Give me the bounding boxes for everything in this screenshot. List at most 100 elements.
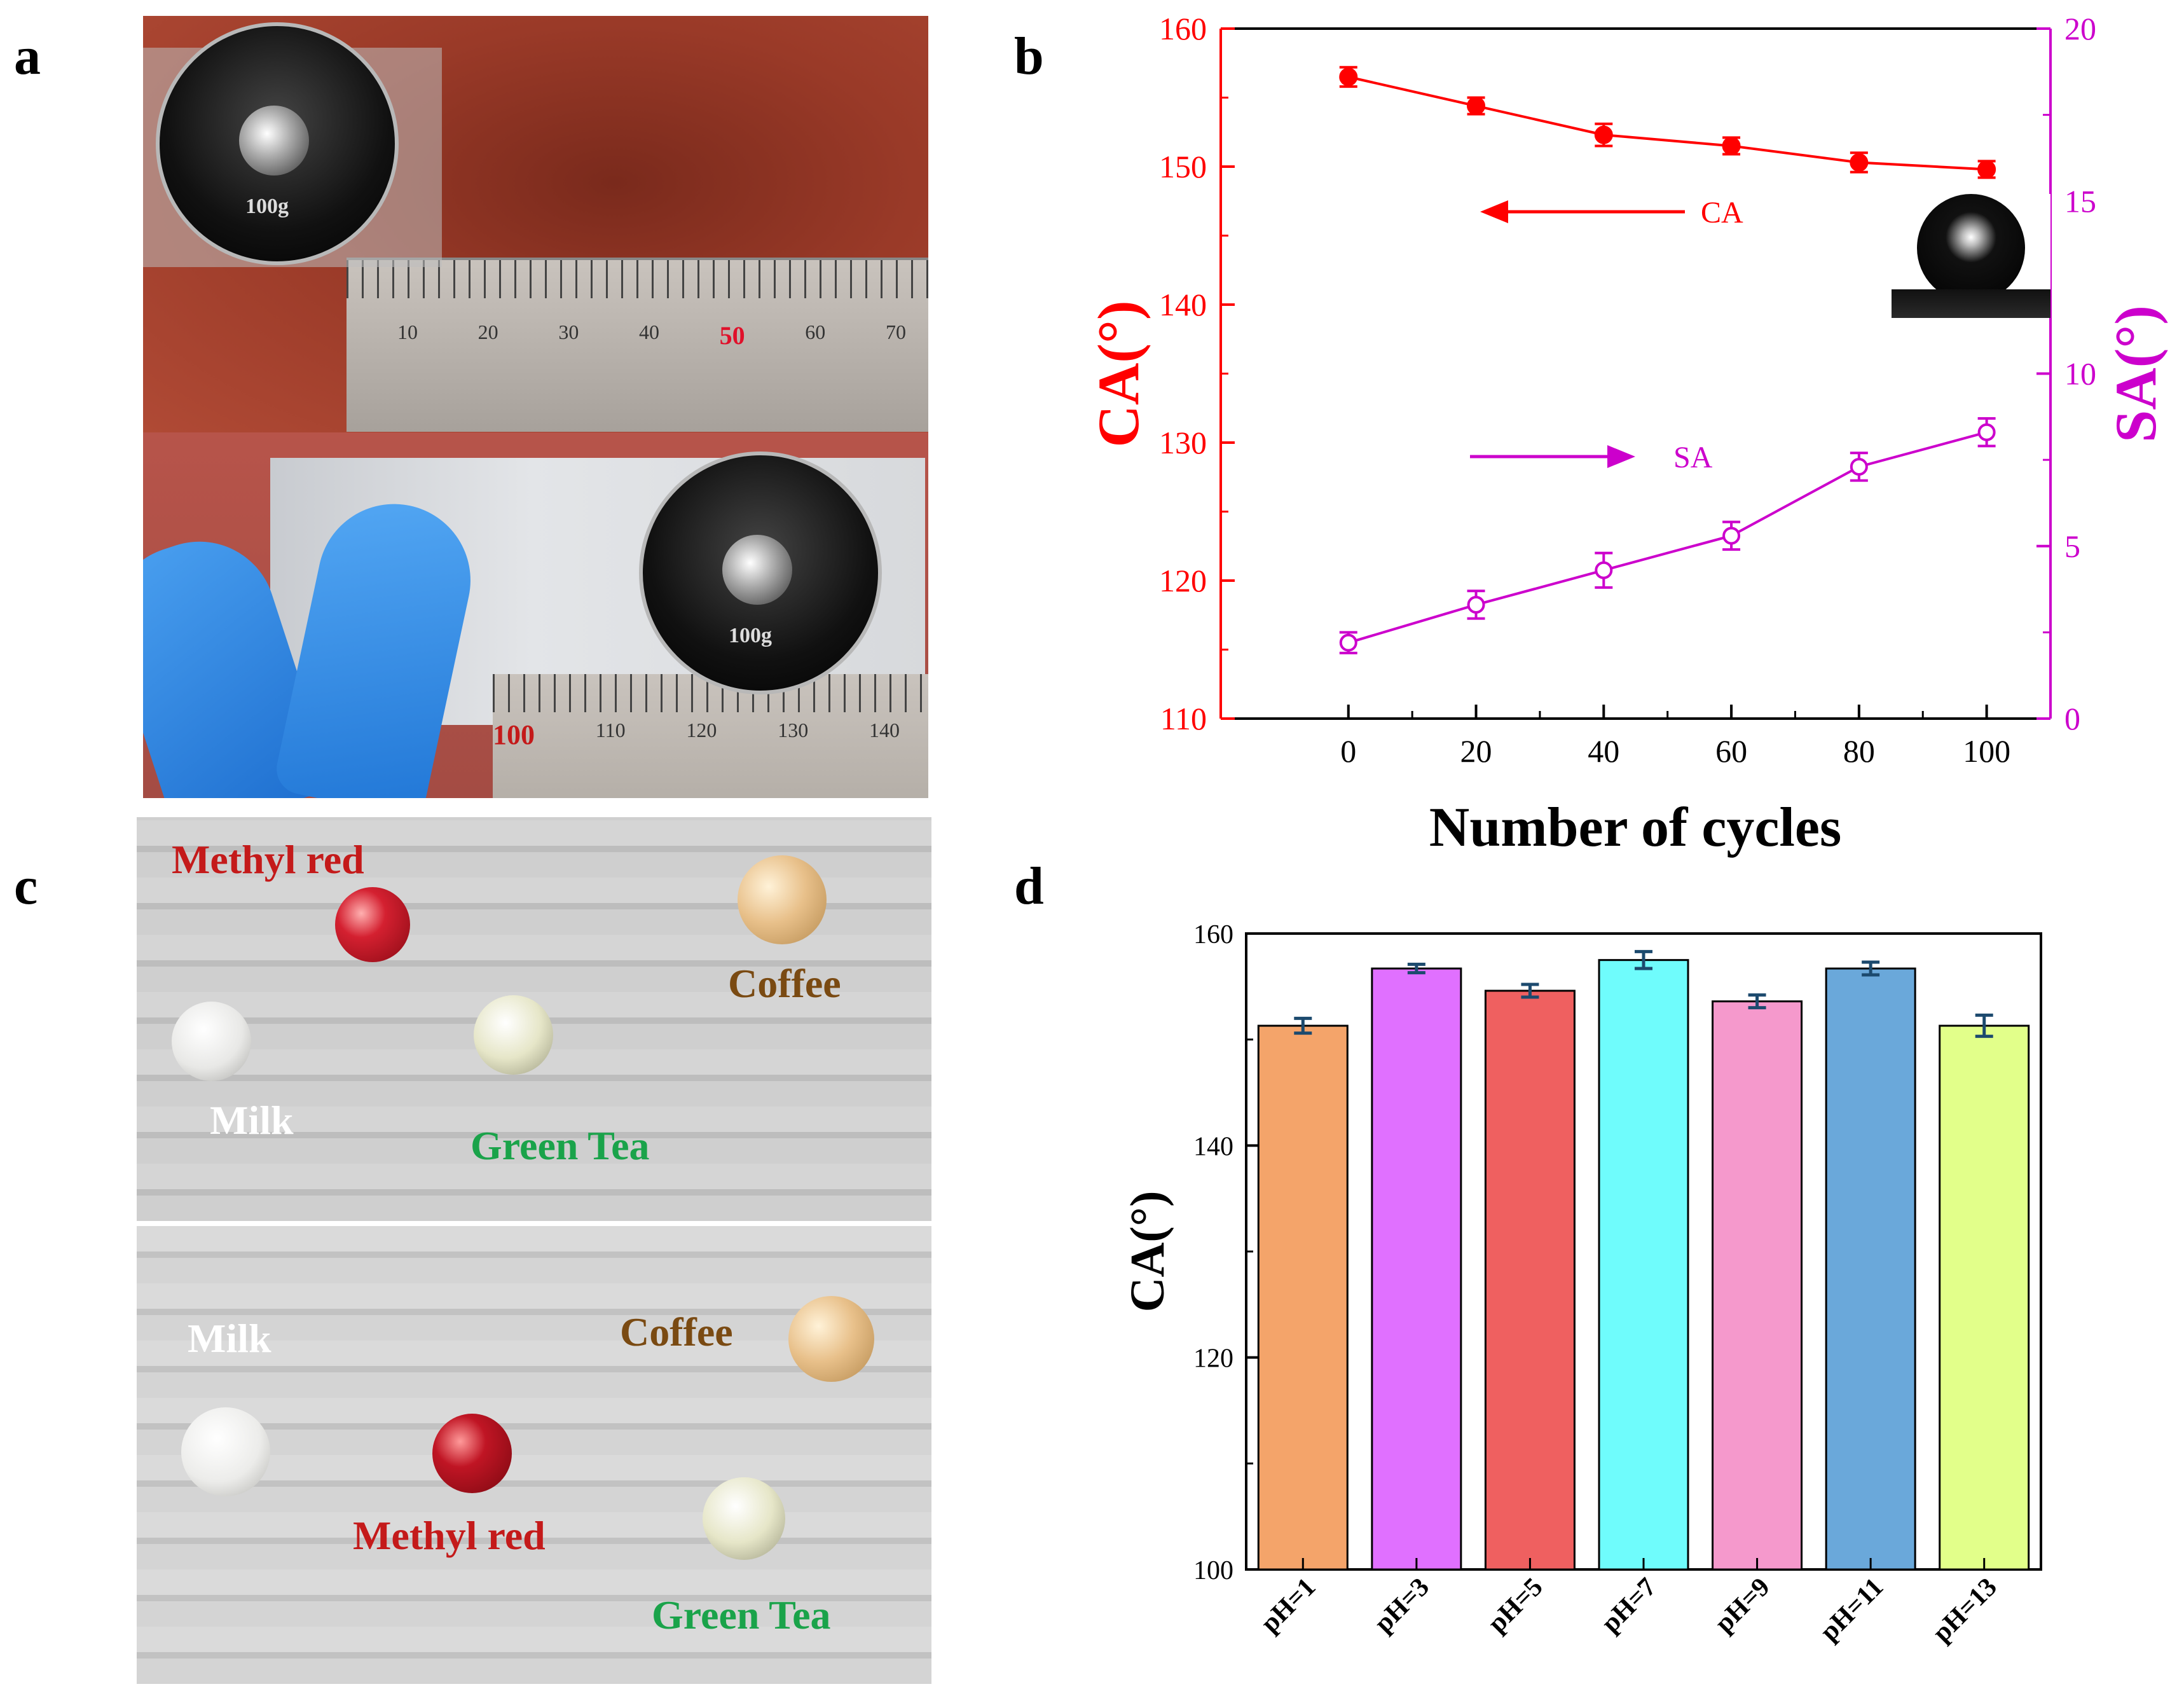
ruler-tick-highlight: 50 [719,321,745,350]
chart-b-ca-annotation: CA [1701,196,1743,230]
chart-b-ylabel-right: SA(°) [2103,305,2168,443]
chart-d-x-tick-label: pH=9 [1710,1573,1776,1639]
chart-d-x-tick-label: pH=5 [1483,1573,1549,1639]
chart-d-x-tick-label: pH=11 [1815,1573,1889,1647]
chart-d-bar [1825,967,1916,1571]
weight-bottom: 100g [639,452,882,694]
chart-d-y-tick-label: 100 [1193,1556,1233,1585]
ruler-tick: 140 [869,719,900,741]
ruler-top-labels: 10 20 30 40 50 60 70 [397,321,906,359]
label-methyl-red-top: Methyl red [172,837,364,882]
chart-d-bar [1939,1024,2030,1571]
ruler-tick: 130 [778,719,809,741]
ruler-tick-highlight: 100 [493,719,535,750]
droplet-green-tea-top [474,995,553,1075]
chart-b-left-tick-label: 160 [1159,11,1207,46]
ruler-tick: 30 [558,321,579,343]
chart-b-x-tick-label: 0 [1340,733,1356,769]
chart-b-point-ca [1722,136,1741,155]
chart-d-plot: 100 120 140 160 CA(°) pH=1 pH=3 pH=5 pH=7 pH=9 pH=… [1121,920,2042,1648]
droplet-methyl-red-top [335,887,410,962]
chart-b-left-tick-label: 150 [1159,149,1207,184]
chart-b-right-tick-label: 20 [2064,11,2096,46]
chart-b-point-ca [1594,125,1613,144]
chart-d-bar [1598,959,1689,1571]
chart-b-right-tick-label: 10 [2064,356,2096,392]
chart-b-point-sa [1595,561,1613,579]
photo-c-top: Methyl red Coffee Milk Green Tea [137,817,931,1221]
label-milk-top: Milk [210,1098,294,1143]
chart-b-ylabel-left: CA(°) [1086,301,1151,448]
ruler-tick: 60 [805,321,826,343]
ruler-tick: 40 [638,321,659,343]
label-green-tea-bottom: Green Tea [652,1592,831,1638]
label-milk-bottom: Milk [188,1316,271,1361]
chart-b-point-sa [1850,457,1868,476]
chart-b-ca-arrowhead [1480,200,1508,223]
ruler-bottom-labels: 100 110 120 130 140 [493,719,900,751]
chart-d-y-tick-label: 140 [1193,1132,1233,1161]
panel-letter-a: a [14,27,41,86]
ruler-top: 10 20 30 40 50 60 70 [347,258,928,432]
photo-a-top: 10 20 30 40 50 60 70 100g [143,16,928,432]
droplet-methyl-red-bottom [432,1414,512,1493]
weight-label-bottom: 100g [729,624,772,647]
chart-b-left-tick-label: 120 [1159,563,1207,598]
chart-b-series-line-ca [1348,75,1987,171]
chart-d-y-tick-label: 160 [1193,920,1233,949]
chart-d-x-tick-label: pH=1 [1255,1573,1321,1639]
label-coffee-bottom: Coffee [620,1309,733,1355]
panel-letter-b: b [1014,27,1044,86]
chart-d-ylabel: CA(°) [1121,1191,1174,1313]
chart-b-left-tick-label: 140 [1159,287,1207,322]
label-coffee-top: Coffee [728,961,841,1006]
chart-d-bar [1257,1024,1349,1571]
chart-b-point-ca [1977,160,1996,179]
panel-letter-c: c [14,857,38,916]
chart-b-sa-arrowhead [1607,445,1635,468]
chart-b-point-sa [1467,595,1485,614]
chart-b-x-tick-label: 60 [1715,733,1747,769]
photo-a-bottom: 100 110 120 130 140 100g [143,432,928,798]
ruler-tick: 70 [885,321,906,343]
chart-b-x-tick-label: 80 [1843,733,1875,769]
chart-b-point-ca [1850,153,1869,172]
weight-knob-top [239,106,309,176]
inset-substrate [1892,289,2050,318]
ruler-tick: 10 [397,321,418,343]
chart-b-series-line-sa [1348,431,1988,644]
chart-b-x-tick-label: 40 [1588,733,1619,769]
chart-b-xlabel: Number of cycles [1429,797,1841,858]
ruler-tick: 110 [595,719,626,741]
chart-b-right-tick-label: 15 [2064,183,2096,219]
label-methyl-red-bottom: Methyl red [353,1513,546,1558]
chart-b-point-sa [1722,527,1741,545]
photo-c-bottom: Milk Coffee Methyl red Green Tea [137,1226,931,1684]
chart-d-bar [1371,967,1462,1571]
chart-d-x-tick-label: pH=3 [1369,1573,1435,1639]
chart-b-x-tick-label: 20 [1460,733,1492,769]
inset-droplet [1917,194,2025,302]
chart-b-right-tick-label: 0 [2064,701,2080,736]
chart-b-point-sa [1339,633,1357,652]
droplet-green-tea-bottom [703,1477,785,1560]
chart-b-point-sa [1977,423,1996,441]
ruler-tick: 20 [477,321,498,343]
droplet-milk-bottom [181,1407,270,1496]
droplet-coffee-bottom [788,1296,874,1382]
droplet-coffee-top [738,855,827,944]
ruler-top-ticks-marks [347,260,928,298]
chart-d-x-tick-label: pH=7 [1596,1573,1662,1639]
droplet-milk-top [172,1002,251,1081]
weight-knob-bottom [722,535,792,605]
chart-d-bar [1712,1000,1803,1571]
ruler-tick: 120 [686,719,717,741]
chart-b-plot: 110 120 130 140 150 160 0 5 10 15 20 0 20 40 60 80 100 Nu… [1086,11,2168,858]
ruler-bottom: 100 110 120 130 140 [493,674,928,798]
chart-d-bar [1484,989,1576,1571]
weight-label-top: 100g [245,195,289,218]
chart-b-sa-annotation: SA [1673,441,1713,474]
chart-b-point-ca [1467,97,1486,116]
chart-d-x-tick-label: pH=13 [1927,1573,2003,1648]
